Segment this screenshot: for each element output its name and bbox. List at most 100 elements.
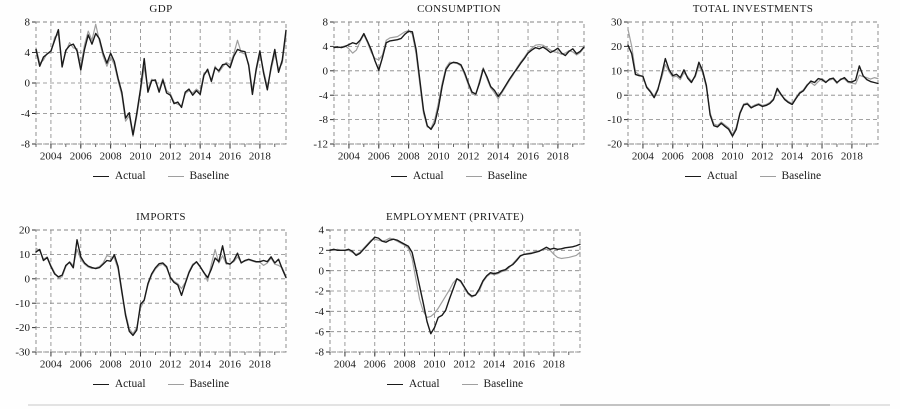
y-tick-label: 2 <box>319 245 325 257</box>
x-tick-label: 2008 <box>100 151 123 163</box>
x-tick-label: 2012 <box>159 359 181 371</box>
x-tick-label: 2014 <box>483 359 506 371</box>
legend-actual-label: Actual <box>114 378 146 390</box>
y-tick-label: 10 <box>19 249 31 261</box>
series-actual-line <box>35 28 287 136</box>
x-tick-label: 2004 <box>338 151 361 163</box>
legend-baseline-label: Baseline <box>189 378 230 390</box>
y-tick-label: 30 <box>611 17 623 29</box>
scan-artifact-line-dark <box>560 404 830 406</box>
y-tick-label: -4 <box>21 108 31 120</box>
x-tick-label: 2018 <box>547 151 570 163</box>
y-tick-label: 4 <box>319 225 325 237</box>
legend-actual-label: Actual <box>706 170 738 182</box>
series-baseline-line <box>35 23 287 137</box>
legend: Actual Baseline <box>2 170 294 182</box>
y-tick-label: 0 <box>25 78 31 90</box>
legend: Actual Baseline <box>2 378 294 390</box>
x-tick-label: 2014 <box>781 151 804 163</box>
y-tick-label: 8 <box>323 17 329 29</box>
legend-baseline-label: Baseline <box>189 170 230 182</box>
y-tick-label: 0 <box>25 273 31 285</box>
plot-frame <box>627 21 879 145</box>
legend-item-baseline: Baseline <box>167 170 230 182</box>
plot-area-employment: 4 2 0 -2 -4 -6 -8 2004 2006 2008 2010 2012 2014 2016 2… <box>315 225 581 371</box>
y-tick-label: -8 <box>319 114 329 126</box>
y-tick-label: 0 <box>319 265 325 277</box>
x-tick-label: 2006 <box>70 151 93 163</box>
x-tick-label: 2006 <box>70 359 93 371</box>
legend-actual-swatch <box>684 175 701 177</box>
y-tick-label: -8 <box>315 347 325 359</box>
x-tick-label: 2016 <box>513 359 536 371</box>
legend-baseline-label: Baseline <box>487 170 528 182</box>
x-tick-label: 2004 <box>40 359 63 371</box>
chart-title: CONSUMPTION <box>417 3 501 15</box>
plot-area-gdp: 8 4 0 -4 -8 2004 2006 2008 2010 2012 2014 2016 2018 <box>21 17 287 163</box>
y-tick-label: 4 <box>25 47 31 59</box>
x-tick-label: 2006 <box>364 359 387 371</box>
y-tick-label: 8 <box>25 17 31 29</box>
x-tick-label: 2012 <box>751 151 773 163</box>
y-tick-label: -30 <box>15 347 30 359</box>
plot-frame <box>329 229 581 353</box>
legend-item-actual: Actual <box>92 378 146 390</box>
y-tick-label: -20 <box>607 139 622 151</box>
x-tick-label: 2010 <box>129 359 152 371</box>
y-tick-label: 0 <box>323 65 329 77</box>
x-tick-label: 2016 <box>219 359 242 371</box>
legend-actual-swatch <box>92 175 109 177</box>
legend-item-actual: Actual <box>92 170 146 182</box>
chart-title: IMPORTS <box>136 211 186 223</box>
x-tick-label: 2016 <box>517 151 540 163</box>
x-tick-label: 2012 <box>453 359 475 371</box>
legend-baseline-swatch <box>465 175 482 177</box>
legend-actual-swatch <box>92 383 109 385</box>
x-tick-label: 2008 <box>394 359 417 371</box>
x-tick-label: 2018 <box>249 151 272 163</box>
y-tick-label: -10 <box>15 298 30 310</box>
x-tick-label: 2006 <box>368 151 391 163</box>
plot-frame <box>333 21 585 145</box>
x-tick-label: 2010 <box>129 151 152 163</box>
legend-baseline-swatch <box>759 175 776 177</box>
x-tick-label: 2016 <box>219 151 242 163</box>
plot-frame <box>35 229 287 353</box>
y-tick-label: -12 <box>313 139 328 151</box>
legend-item-actual: Actual <box>386 378 440 390</box>
legend-actual-label: Actual <box>114 170 146 182</box>
series-baseline-line <box>627 28 879 135</box>
y-tick-label: -4 <box>319 90 329 102</box>
x-tick-label: 2012 <box>457 151 479 163</box>
chart-employment-private: EMPLOYMENT (PRIVATE) 4 2 0 -2 -4 -6 -8 2004 2006… <box>296 210 588 390</box>
x-tick-label: 2004 <box>40 151 63 163</box>
x-tick-label: 2008 <box>100 359 123 371</box>
chart-imports: IMPORTS 20 10 0 -10 -20 -30 2004 2006 2008 2010 20… <box>2 210 294 390</box>
legend-baseline-label: Baseline <box>781 170 822 182</box>
x-tick-label: 2008 <box>398 151 421 163</box>
legend-actual-label: Actual <box>412 170 444 182</box>
legend-actual-label: Actual <box>408 378 440 390</box>
y-tick-label: -2 <box>315 286 324 298</box>
legend-actual-swatch <box>386 383 403 385</box>
series-actual-line <box>35 239 287 337</box>
chart-consumption: CONSUMPTION 8 4 0 -4 -8 -12 2004 2006 2008 2010 20… <box>300 2 592 182</box>
y-tick-label: -20 <box>15 322 30 334</box>
legend: Actual Baseline <box>594 170 886 182</box>
legend-item-actual: Actual <box>390 170 444 182</box>
y-tick-label: 20 <box>611 41 623 53</box>
series-baseline-line <box>333 29 585 129</box>
y-tick-label: 10 <box>611 65 623 77</box>
plot-area-consumption: 8 4 0 -4 -8 -12 2004 2006 2008 2010 2012 2014 2016 20… <box>313 17 585 163</box>
series-actual-line <box>627 44 879 137</box>
x-tick-label: 2018 <box>543 359 566 371</box>
legend-actual-swatch <box>390 175 407 177</box>
legend-item-actual: Actual <box>684 170 738 182</box>
chart-title: GDP <box>149 3 173 15</box>
plot-frame <box>35 21 287 145</box>
x-tick-label: 2004 <box>334 359 357 371</box>
x-tick-label: 2006 <box>662 151 685 163</box>
x-tick-label: 2016 <box>811 151 834 163</box>
legend-item-baseline: Baseline <box>167 378 230 390</box>
x-tick-label: 2018 <box>249 359 272 371</box>
